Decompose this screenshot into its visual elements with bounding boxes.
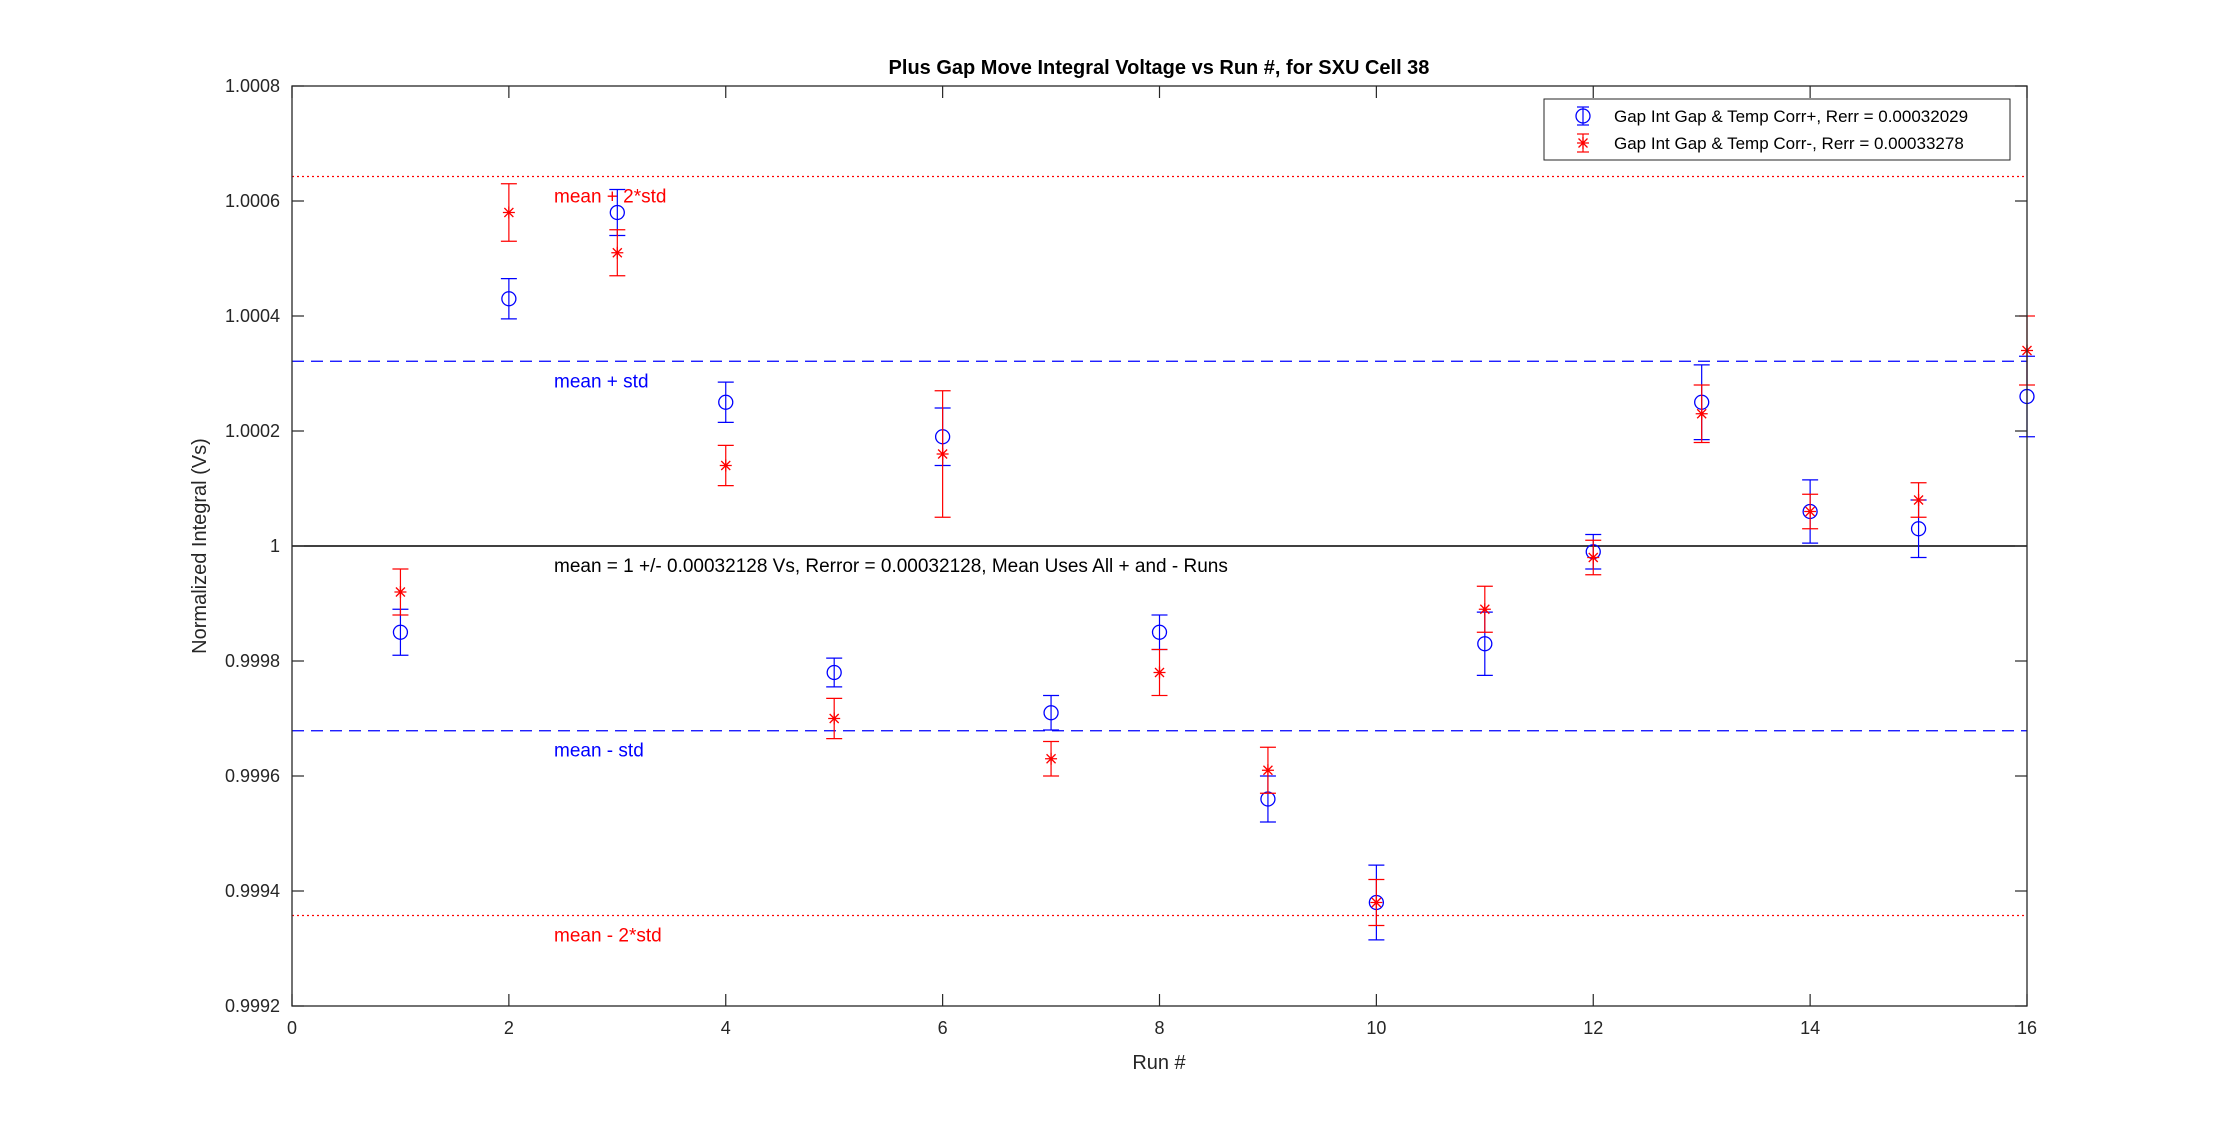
- data-point: [1153, 666, 1166, 679]
- x-tick-label: 14: [1800, 1018, 1820, 1038]
- x-tick-label: 12: [1583, 1018, 1603, 1038]
- data-point: [611, 246, 624, 259]
- data-point: [1912, 494, 1925, 506]
- y-tick-label: 1.0004: [225, 306, 280, 326]
- data-point: [1477, 636, 1493, 652]
- data-point: [1261, 764, 1274, 777]
- legend-entries: [1575, 106, 1591, 153]
- data-point: [392, 624, 409, 640]
- reference-line-label: mean = 1 +/- 0.00032128 Vs, Rerror = 0.0…: [554, 556, 1228, 577]
- data-point: [1587, 551, 1600, 564]
- reference-line-label: mean - std: [554, 741, 644, 762]
- y-tick-label: 1.0006: [225, 191, 280, 211]
- y-tick-label: 1.0008: [225, 76, 280, 96]
- x-tick-label: 8: [1154, 1018, 1164, 1038]
- x-tick-label: 10: [1366, 1018, 1386, 1038]
- y-tick-label: 0.9992: [225, 996, 280, 1016]
- legend-marker-asterisk: [1577, 137, 1589, 149]
- data-point: [826, 664, 842, 681]
- data-point: [609, 204, 625, 221]
- reference-lines: mean = 1 +/- 0.00032128 Vs, Rerror = 0.0…: [292, 175, 2027, 946]
- legend-label-series-1: Gap Int Gap & Temp Corr+, Rerr = 0.00032…: [1614, 107, 1968, 126]
- x-axis-label: Run #: [1132, 1052, 1186, 1074]
- ticks-layer: 0 2 4 6 8 10 12 14 16 0.9992 0.9994 0.9996 0.9998 1 1.…: [225, 76, 2037, 1038]
- data-point: [718, 394, 734, 410]
- data-point: [501, 291, 517, 307]
- data-point: [1151, 624, 1168, 640]
- x-tick-label: 16: [2017, 1018, 2037, 1038]
- y-tick-label: 1.0002: [225, 421, 280, 441]
- y-tick-label: 1: [270, 536, 280, 556]
- data-point: [502, 206, 515, 219]
- data-point: [1910, 521, 1927, 537]
- data-point: [936, 448, 949, 460]
- x-tick-label: 4: [721, 1018, 731, 1038]
- y-axis-label: Normalized Integral (Vs): [189, 438, 211, 654]
- data-point: [1043, 705, 1059, 721]
- data-point: [1695, 407, 1708, 420]
- y-tick-label: 0.9998: [225, 651, 280, 671]
- data-point: [828, 712, 841, 725]
- x-tick-label: 2: [504, 1018, 514, 1038]
- y-tick-label: 0.9996: [225, 766, 280, 786]
- legend: Gap Int Gap & Temp Corr+, Rerr = 0.00032…: [1543, 98, 2011, 161]
- reference-line-label: mean + 2*std: [554, 187, 667, 208]
- y-tick-label: 0.9994: [225, 881, 280, 901]
- data-point: [719, 459, 732, 472]
- data-point: [394, 586, 407, 598]
- data-point: [1045, 752, 1058, 765]
- legend-label-series-2: Gap Int Gap & Temp Corr-, Rerr = 0.00033…: [1614, 134, 1964, 153]
- data-point: [1478, 603, 1491, 616]
- chart-title: Plus Gap Move Integral Voltage vs Run #,…: [889, 57, 1430, 79]
- data-point: [1804, 505, 1817, 518]
- reference-line-label: mean + std: [554, 371, 649, 392]
- reference-line-label: mean - 2*std: [554, 925, 662, 946]
- data-point: [1370, 896, 1383, 909]
- legend-box: [1543, 98, 2011, 161]
- x-tick-label: 6: [938, 1018, 948, 1038]
- x-tick-label: 0: [287, 1018, 297, 1038]
- series-2: [392, 183, 2035, 927]
- legend-marker-circle: [1575, 108, 1591, 124]
